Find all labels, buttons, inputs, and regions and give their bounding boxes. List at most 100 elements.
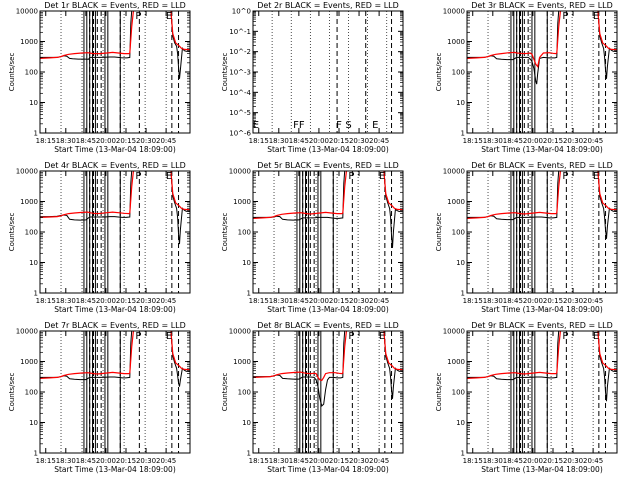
y-tick-label: 10 — [456, 99, 465, 107]
y-tick-label: 10000 — [229, 168, 251, 176]
x-axis-label: Start Time (13-Mar-04 18:09:00) — [267, 465, 389, 474]
flag-label: P — [135, 11, 141, 22]
x-tick-label: 20:15 — [329, 137, 349, 145]
flag-label: P — [348, 331, 354, 342]
flag-label: F — [336, 120, 342, 131]
x-tick-label: 20:15 — [116, 457, 136, 465]
x-tick-label: 20:45 — [583, 457, 603, 465]
x-tick-label: 20:30 — [349, 297, 369, 305]
flag-label: P — [348, 171, 354, 182]
y-tick-label: 100 — [25, 389, 38, 397]
x-tick-label: 18:45 — [289, 297, 309, 305]
lld-series-line — [40, 331, 190, 379]
events-series-line — [40, 11, 190, 79]
y-tick-label: 100 — [452, 69, 465, 77]
y-axis-label: Counts/sec — [435, 373, 443, 412]
flag-label: FF — [293, 120, 305, 131]
x-tick-label: 18:15 — [463, 457, 483, 465]
y-tick-label: 1000 — [447, 38, 465, 46]
x-tick-label: 20:15 — [543, 457, 563, 465]
flag-label: E — [372, 120, 378, 131]
x-tick-label: 18:30 — [56, 297, 76, 305]
chart-title: Det 8r BLACK = Events, RED = LLD — [257, 321, 399, 330]
x-tick-label: 18:30 — [269, 137, 289, 145]
y-tick-label: 10000 — [16, 328, 38, 336]
x-tick-label: 20:45 — [156, 297, 176, 305]
x-tick-label: 20:45 — [156, 457, 176, 465]
events-series-line — [467, 11, 617, 85]
x-tick-label: 20:00 — [96, 297, 116, 305]
x-tick-label: 20:15 — [543, 297, 563, 305]
lld-series-line — [40, 171, 190, 218]
x-tick-label: 20:45 — [369, 297, 389, 305]
chart-title: Det 4r BLACK = Events, RED = LLD — [44, 161, 186, 170]
y-tick-label: 1 — [247, 450, 251, 458]
events-series-line — [40, 171, 190, 245]
lld-series-line — [467, 171, 617, 219]
x-tick-label: 18:45 — [76, 297, 96, 305]
y-tick-label: 10^0 — [232, 8, 251, 16]
plot-frame — [39, 170, 191, 294]
y-tick-label: 10 — [29, 259, 38, 267]
flag-label: E — [166, 331, 172, 342]
y-tick-label: 1000 — [233, 358, 251, 366]
x-axis-label: Start Time (13-Mar-04 18:09:00) — [481, 145, 603, 154]
x-tick-label: 18:30 — [269, 457, 289, 465]
y-tick-label: 100 — [452, 389, 465, 397]
x-tick-label: 20:45 — [156, 137, 176, 145]
y-tick-label: 100 — [238, 389, 251, 397]
x-tick-label: 18:30 — [269, 297, 289, 305]
y-tick-label: 1000 — [447, 198, 465, 206]
chart-title: Det 3r BLACK = Events, RED = LLD — [471, 1, 613, 10]
x-tick-label: 20:45 — [583, 137, 603, 145]
y-tick-label: 1 — [461, 290, 465, 298]
flag-label: E — [379, 171, 385, 182]
plot-frame — [39, 330, 191, 454]
x-tick-label: 20:30 — [349, 457, 369, 465]
y-tick-label: 10^-6 — [229, 130, 251, 138]
chart-title: Det 7r BLACK = Events, RED = LLD — [44, 321, 186, 330]
flag-label: P — [562, 171, 568, 182]
x-tick-label: 20:00 — [309, 297, 329, 305]
lld-series-line — [467, 331, 617, 379]
x-tick-label: 20:30 — [136, 137, 156, 145]
x-tick-label: 20:15 — [543, 137, 563, 145]
y-tick-label: 10^-4 — [229, 89, 251, 97]
flag-label: S — [345, 120, 351, 131]
y-tick-label: 10000 — [229, 328, 251, 336]
x-tick-label: 18:45 — [503, 457, 523, 465]
x-tick-label: 20:45 — [583, 297, 603, 305]
x-tick-label: 18:45 — [289, 457, 309, 465]
events-series-line — [253, 331, 403, 407]
x-tick-label: 20:30 — [563, 137, 583, 145]
y-tick-label: 10000 — [443, 168, 465, 176]
y-axis-label: Counts/sec — [435, 213, 443, 252]
y-axis-label: Counts/sec — [8, 373, 16, 412]
y-tick-label: 1 — [34, 450, 38, 458]
lld-series-line — [40, 11, 190, 59]
y-tick-label: 10 — [242, 419, 251, 427]
x-tick-label: 18:15 — [463, 297, 483, 305]
x-tick-label: 20:45 — [369, 137, 389, 145]
x-tick-label: 20:00 — [96, 137, 116, 145]
y-tick-label: 10000 — [443, 328, 465, 336]
y-tick-label: 1 — [461, 130, 465, 138]
y-tick-label: 10 — [242, 259, 251, 267]
x-tick-label: 20:30 — [563, 297, 583, 305]
y-tick-label: 1 — [247, 290, 251, 298]
x-tick-label: 20:15 — [116, 297, 136, 305]
y-tick-label: 100 — [25, 229, 38, 237]
y-tick-label: 100 — [25, 69, 38, 77]
flag-label: E — [593, 171, 599, 182]
plot-frame — [466, 330, 618, 454]
y-tick-label: 10 — [456, 259, 465, 267]
x-tick-label: 20:30 — [349, 137, 369, 145]
events-series-line — [40, 331, 190, 387]
chart-title: Det 5r BLACK = Events, RED = LLD — [257, 161, 399, 170]
